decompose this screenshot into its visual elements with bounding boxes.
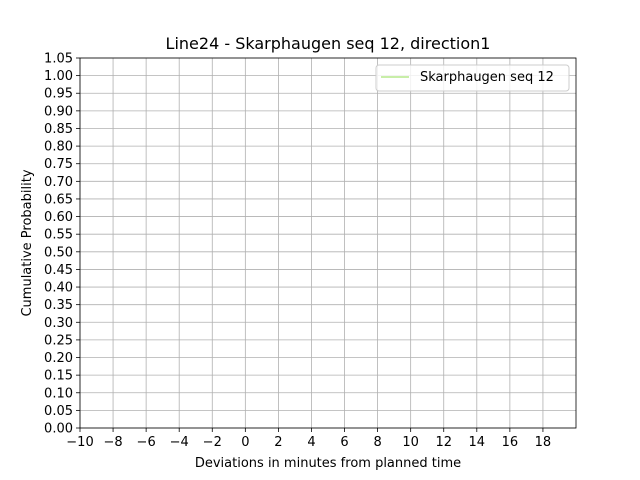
- x-tick-label: 10: [402, 435, 419, 450]
- plot-area-frame: [79, 57, 577, 429]
- y-tick-label: 0.45: [44, 263, 73, 278]
- y-axis-label: Cumulative Probability: [20, 169, 35, 316]
- legend-label: Skarphaugen seq 12: [420, 70, 554, 85]
- x-axis-ticks: −10 −8 −6 −4 −2 0 2 4 6 8 10 12 14 16 18: [66, 428, 551, 450]
- y-tick-label: 0.00: [44, 422, 73, 437]
- y-tick-label: 0.10: [44, 386, 73, 401]
- x-tick-label: 12: [435, 435, 452, 450]
- y-tick-label: 0.50: [44, 245, 73, 260]
- y-tick-label: 0.30: [44, 316, 73, 331]
- y-tick-label: 0.25: [44, 333, 73, 348]
- x-tick-label: 2: [274, 435, 282, 450]
- y-tick-label: 1.05: [44, 52, 73, 67]
- y-tick-label: 0.70: [44, 175, 73, 190]
- x-tick-label: −8: [103, 435, 122, 450]
- x-tick-label: 18: [535, 435, 552, 450]
- x-tick-label: −4: [170, 435, 189, 450]
- x-axis-label: Deviations in minutes from planned time: [195, 456, 461, 471]
- y-tick-label: 0.55: [44, 228, 73, 243]
- legend: Skarphaugen seq 12: [375, 64, 570, 92]
- x-tick-label: −2: [203, 435, 222, 450]
- y-tick-label: 0.60: [44, 210, 73, 225]
- y-tick-label: 0.95: [44, 87, 73, 102]
- y-tick-label: 0.65: [44, 192, 73, 207]
- x-tick-label: 14: [469, 435, 486, 450]
- y-tick-label: 0.05: [44, 404, 73, 419]
- y-tick-label: 0.40: [44, 281, 73, 296]
- x-tick-label: −10: [66, 435, 93, 450]
- x-tick-label: 16: [502, 435, 519, 450]
- x-tick-label: 6: [340, 435, 348, 450]
- y-tick-label: 1.00: [44, 69, 73, 84]
- y-tick-label: 0.35: [44, 298, 73, 313]
- y-tick-label: 0.85: [44, 122, 73, 137]
- chart-title: Line24 - Skarphaugen seq 12, direction1: [166, 34, 491, 53]
- y-tick-label: 0.75: [44, 157, 73, 172]
- x-tick-label: 0: [241, 435, 249, 450]
- x-tick-label: 8: [373, 435, 381, 450]
- legend-box: [375, 64, 570, 92]
- y-tick-label: 0.80: [44, 140, 73, 155]
- y-tick-label: 0.90: [44, 104, 73, 119]
- y-tick-label: 0.15: [44, 369, 73, 384]
- x-tick-label: −6: [137, 435, 156, 450]
- y-axis-ticks: 0.00 0.05 0.10 0.15 0.20 0.25 0.30 0.35 0.40 0.45…: [44, 52, 80, 437]
- x-tick-label: 4: [307, 435, 315, 450]
- y-tick-label: 0.20: [44, 351, 73, 366]
